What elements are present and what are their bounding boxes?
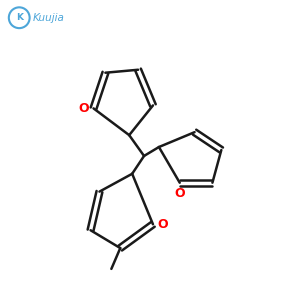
Text: Kuujia: Kuujia (33, 13, 64, 23)
Text: O: O (78, 102, 89, 115)
Text: O: O (174, 187, 185, 200)
Text: O: O (158, 218, 168, 231)
Text: K: K (16, 13, 23, 22)
